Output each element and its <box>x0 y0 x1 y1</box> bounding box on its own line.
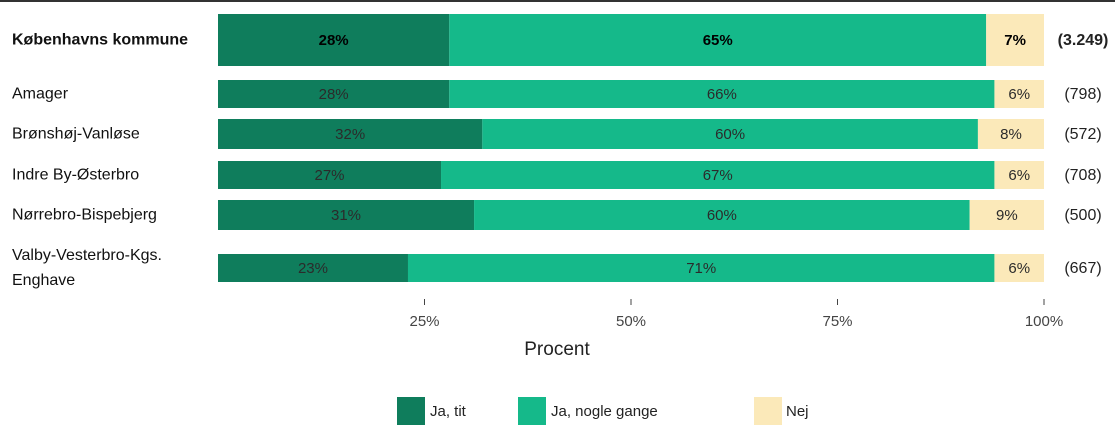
count-label: (708) <box>1064 167 1101 184</box>
count-label: (572) <box>1064 126 1101 143</box>
category-label: Indre By-Østerbro <box>12 166 140 184</box>
bar-segment <box>218 80 450 108</box>
bar-segment <box>986 14 1044 66</box>
bar-segment <box>994 254 1044 282</box>
bar-segment <box>407 254 995 282</box>
bar-segment <box>969 200 1044 230</box>
value-label: 71% <box>686 260 716 277</box>
count-label: (500) <box>1064 207 1101 224</box>
value-label: 23% <box>298 260 328 277</box>
bar-segment <box>994 80 1044 108</box>
value-label: 28% <box>319 32 349 49</box>
category-label: Nørrebro-Bispebjerg <box>12 206 157 224</box>
value-label: 31% <box>331 207 361 224</box>
count-label: (667) <box>1064 260 1101 277</box>
value-label: 66% <box>707 86 737 103</box>
bar-segment <box>218 254 408 282</box>
value-label: 67% <box>703 167 733 184</box>
legend-swatch <box>754 397 782 425</box>
value-label: 60% <box>707 207 737 224</box>
x-tick-label: 75% <box>822 313 852 330</box>
value-label: 7% <box>1004 32 1026 49</box>
category-label: Valby-Vesterbro-Kgs. Enghave <box>12 247 162 289</box>
bar-segment <box>977 119 1044 149</box>
value-label: 27% <box>314 167 344 184</box>
x-tick-label: 100% <box>1025 313 1063 330</box>
value-label: 6% <box>1008 260 1030 277</box>
bar-segment <box>449 80 995 108</box>
bar-segment <box>218 161 442 189</box>
value-label: 32% <box>335 126 365 143</box>
bar-segment <box>218 14 450 66</box>
bar-segment <box>994 161 1044 189</box>
bar-segment <box>482 119 978 149</box>
category-label: Brønshøj-Vanløse <box>12 125 140 143</box>
category-label: Amager <box>12 85 69 103</box>
bar-segment <box>474 200 970 230</box>
legend-swatch <box>397 397 425 425</box>
x-tick-label: 25% <box>409 313 439 330</box>
top-border <box>0 0 1115 2</box>
x-tick-label: 50% <box>616 313 646 330</box>
value-label: 8% <box>1000 126 1022 143</box>
count-label: (3.249) <box>1058 32 1109 49</box>
count-label: (798) <box>1064 86 1101 103</box>
value-label: 6% <box>1008 86 1030 103</box>
bar-segment <box>218 200 475 230</box>
legend-label: Ja, tit <box>430 403 467 420</box>
legend-label: Nej <box>786 403 809 420</box>
value-label: 9% <box>996 207 1018 224</box>
bar-segment <box>449 14 987 66</box>
value-label: 65% <box>703 32 733 49</box>
legend-label: Ja, nogle gange <box>551 403 658 420</box>
x-axis-label: Procent <box>524 339 590 360</box>
legend-swatch <box>518 397 546 425</box>
bar-segment <box>441 161 995 189</box>
value-label: 60% <box>715 126 745 143</box>
value-label: 28% <box>319 86 349 103</box>
bar-segment <box>218 119 483 149</box>
value-label: 6% <box>1008 167 1030 184</box>
category-label: Københavns kommune <box>12 31 189 49</box>
